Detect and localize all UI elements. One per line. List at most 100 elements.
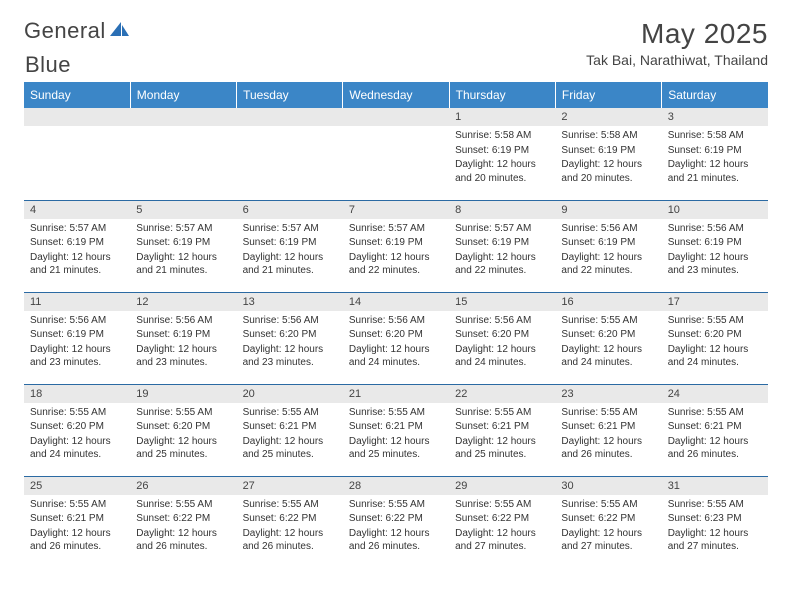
cell-details [24, 126, 130, 133]
date-number: 23 [555, 385, 661, 403]
daylight-line: Daylight: 12 hours and 21 minutes. [243, 251, 337, 278]
calendar-cell: 20Sunrise: 5:55 AMSunset: 6:21 PMDayligh… [237, 384, 343, 476]
sunset-line: Sunset: 6:20 PM [668, 328, 762, 342]
daylight-line: Daylight: 12 hours and 21 minutes. [30, 251, 124, 278]
cell-details: Sunrise: 5:55 AMSunset: 6:21 PMDaylight:… [237, 403, 343, 467]
sunrise-line: Sunrise: 5:57 AM [243, 222, 337, 236]
sunrise-line: Sunrise: 5:56 AM [136, 314, 230, 328]
logo-text-general: General [24, 18, 106, 44]
cell-details: Sunrise: 5:55 AMSunset: 6:22 PMDaylight:… [449, 495, 555, 559]
sunrise-line: Sunrise: 5:55 AM [455, 498, 549, 512]
sunset-line: Sunset: 6:19 PM [455, 144, 549, 158]
sunrise-line: Sunrise: 5:55 AM [561, 314, 655, 328]
cell-details [130, 126, 236, 133]
sunrise-line: Sunrise: 5:55 AM [455, 406, 549, 420]
date-number: 1 [449, 108, 555, 126]
sunrise-line: Sunrise: 5:55 AM [668, 406, 762, 420]
daylight-line: Daylight: 12 hours and 23 minutes. [243, 343, 337, 370]
date-number: 7 [343, 201, 449, 219]
weekday-header-monday: Monday [130, 82, 236, 108]
sunrise-line: Sunrise: 5:56 AM [243, 314, 337, 328]
calendar-cell: 10Sunrise: 5:56 AMSunset: 6:19 PMDayligh… [662, 200, 768, 292]
location-subtitle: Tak Bai, Narathiwat, Thailand [586, 52, 768, 68]
cell-details: Sunrise: 5:55 AMSunset: 6:21 PMDaylight:… [555, 403, 661, 467]
date-number [343, 108, 449, 126]
calendar-page: General May 2025 Tak Bai, Narathiwat, Th… [0, 0, 792, 580]
sunset-line: Sunset: 6:22 PM [455, 512, 549, 526]
calendar-cell: 16Sunrise: 5:55 AMSunset: 6:20 PMDayligh… [555, 292, 661, 384]
weekday-header-tuesday: Tuesday [237, 82, 343, 108]
sunrise-line: Sunrise: 5:55 AM [668, 498, 762, 512]
sunset-line: Sunset: 6:19 PM [668, 236, 762, 250]
sunset-line: Sunset: 6:21 PM [349, 420, 443, 434]
cell-details: Sunrise: 5:55 AMSunset: 6:21 PMDaylight:… [662, 403, 768, 467]
daylight-line: Daylight: 12 hours and 21 minutes. [136, 251, 230, 278]
cell-details: Sunrise: 5:57 AMSunset: 6:19 PMDaylight:… [130, 219, 236, 283]
daylight-line: Daylight: 12 hours and 22 minutes. [561, 251, 655, 278]
calendar-cell: 17Sunrise: 5:55 AMSunset: 6:20 PMDayligh… [662, 292, 768, 384]
sunrise-line: Sunrise: 5:57 AM [136, 222, 230, 236]
daylight-line: Daylight: 12 hours and 21 minutes. [668, 158, 762, 185]
calendar-cell: 25Sunrise: 5:55 AMSunset: 6:21 PMDayligh… [24, 476, 130, 568]
sunset-line: Sunset: 6:19 PM [668, 144, 762, 158]
cell-details: Sunrise: 5:55 AMSunset: 6:23 PMDaylight:… [662, 495, 768, 559]
calendar-week-row: 11Sunrise: 5:56 AMSunset: 6:19 PMDayligh… [24, 292, 768, 384]
daylight-line: Daylight: 12 hours and 24 minutes. [455, 343, 549, 370]
cell-details: Sunrise: 5:55 AMSunset: 6:21 PMDaylight:… [343, 403, 449, 467]
date-number: 9 [555, 201, 661, 219]
calendar-week-row: 4Sunrise: 5:57 AMSunset: 6:19 PMDaylight… [24, 200, 768, 292]
month-title: May 2025 [586, 18, 768, 50]
calendar-cell [237, 108, 343, 200]
calendar-cell: 11Sunrise: 5:56 AMSunset: 6:19 PMDayligh… [24, 292, 130, 384]
calendar-cell [343, 108, 449, 200]
daylight-line: Daylight: 12 hours and 27 minutes. [561, 527, 655, 554]
sunset-line: Sunset: 6:22 PM [561, 512, 655, 526]
calendar-table: SundayMondayTuesdayWednesdayThursdayFrid… [24, 82, 768, 568]
calendar-cell: 23Sunrise: 5:55 AMSunset: 6:21 PMDayligh… [555, 384, 661, 476]
cell-details: Sunrise: 5:56 AMSunset: 6:20 PMDaylight:… [237, 311, 343, 375]
sunrise-line: Sunrise: 5:56 AM [30, 314, 124, 328]
calendar-cell: 19Sunrise: 5:55 AMSunset: 6:20 PMDayligh… [130, 384, 236, 476]
daylight-line: Daylight: 12 hours and 25 minutes. [136, 435, 230, 462]
date-number: 6 [237, 201, 343, 219]
daylight-line: Daylight: 12 hours and 25 minutes. [455, 435, 549, 462]
cell-details: Sunrise: 5:56 AMSunset: 6:19 PMDaylight:… [24, 311, 130, 375]
calendar-week-row: 18Sunrise: 5:55 AMSunset: 6:20 PMDayligh… [24, 384, 768, 476]
cell-details: Sunrise: 5:55 AMSunset: 6:20 PMDaylight:… [24, 403, 130, 467]
weekday-header-thursday: Thursday [449, 82, 555, 108]
sunrise-line: Sunrise: 5:58 AM [561, 129, 655, 143]
date-number: 27 [237, 477, 343, 495]
calendar-cell: 8Sunrise: 5:57 AMSunset: 6:19 PMDaylight… [449, 200, 555, 292]
logo: General [24, 18, 130, 44]
sunset-line: Sunset: 6:20 PM [455, 328, 549, 342]
cell-details: Sunrise: 5:55 AMSunset: 6:22 PMDaylight:… [555, 495, 661, 559]
cell-details: Sunrise: 5:58 AMSunset: 6:19 PMDaylight:… [555, 126, 661, 190]
cell-details: Sunrise: 5:57 AMSunset: 6:19 PMDaylight:… [24, 219, 130, 283]
daylight-line: Daylight: 12 hours and 26 minutes. [561, 435, 655, 462]
calendar-weekday-header: SundayMondayTuesdayWednesdayThursdayFrid… [24, 82, 768, 108]
daylight-line: Daylight: 12 hours and 24 minutes. [668, 343, 762, 370]
sunset-line: Sunset: 6:19 PM [30, 236, 124, 250]
daylight-line: Daylight: 12 hours and 23 minutes. [136, 343, 230, 370]
calendar-cell: 7Sunrise: 5:57 AMSunset: 6:19 PMDaylight… [343, 200, 449, 292]
date-number: 5 [130, 201, 236, 219]
cell-details [237, 126, 343, 133]
calendar-cell: 31Sunrise: 5:55 AMSunset: 6:23 PMDayligh… [662, 476, 768, 568]
sunset-line: Sunset: 6:22 PM [349, 512, 443, 526]
cell-details: Sunrise: 5:57 AMSunset: 6:19 PMDaylight:… [449, 219, 555, 283]
cell-details: Sunrise: 5:55 AMSunset: 6:21 PMDaylight:… [24, 495, 130, 559]
sunset-line: Sunset: 6:21 PM [668, 420, 762, 434]
sunrise-line: Sunrise: 5:56 AM [668, 222, 762, 236]
cell-details: Sunrise: 5:55 AMSunset: 6:20 PMDaylight:… [555, 311, 661, 375]
calendar-cell: 21Sunrise: 5:55 AMSunset: 6:21 PMDayligh… [343, 384, 449, 476]
sunset-line: Sunset: 6:19 PM [136, 328, 230, 342]
date-number: 24 [662, 385, 768, 403]
date-number: 14 [343, 293, 449, 311]
daylight-line: Daylight: 12 hours and 22 minutes. [455, 251, 549, 278]
sunset-line: Sunset: 6:20 PM [136, 420, 230, 434]
sunrise-line: Sunrise: 5:55 AM [561, 406, 655, 420]
date-number: 18 [24, 385, 130, 403]
date-number: 11 [24, 293, 130, 311]
daylight-line: Daylight: 12 hours and 26 minutes. [30, 527, 124, 554]
daylight-line: Daylight: 12 hours and 24 minutes. [349, 343, 443, 370]
